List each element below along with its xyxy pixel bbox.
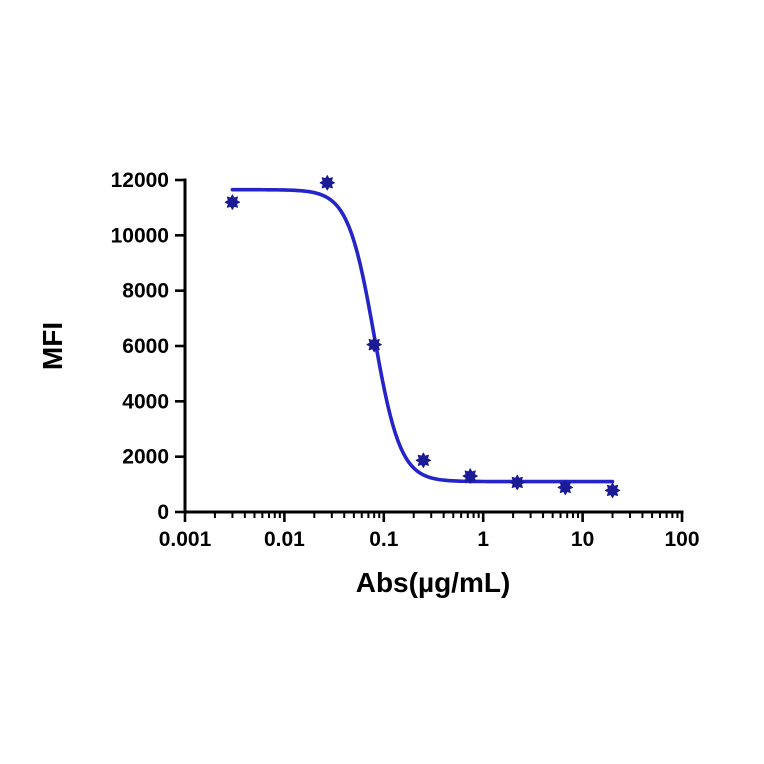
x-tick-label: 10 xyxy=(571,528,594,551)
fit-curve-path xyxy=(230,187,615,484)
y-tick-label: 8000 xyxy=(122,280,169,303)
data-point-marker xyxy=(224,194,241,210)
data-point-marker xyxy=(557,479,574,496)
x-tick-label: 100 xyxy=(664,528,699,551)
y-tick-label: 4000 xyxy=(122,390,169,413)
y-tick-label: 0 xyxy=(157,501,169,524)
axes: 0.001 0.01 0.1 1 10 100 0 2000 4000 6000 8000 10000… xyxy=(111,169,700,551)
x-tick-label: 0.1 xyxy=(369,528,399,551)
x-tick-label: 0.01 xyxy=(264,528,305,551)
data-point-marker xyxy=(604,482,621,499)
axis-spines xyxy=(183,178,684,514)
fit-curve xyxy=(230,187,615,484)
data-point-marker xyxy=(366,336,382,353)
y-tick-label: 12000 xyxy=(111,169,169,192)
data-points xyxy=(224,175,621,499)
y-tick-label: 10000 xyxy=(111,224,169,247)
x-axis-title: Abs(µg/mL) xyxy=(356,567,511,598)
y-axis-title: MFI xyxy=(37,322,68,370)
x-tick-label: 0.001 xyxy=(159,528,212,551)
data-point-marker xyxy=(509,474,525,491)
x-tick-label: 1 xyxy=(477,528,489,551)
data-point-marker xyxy=(319,175,335,191)
data-point-marker xyxy=(462,468,478,484)
y-tick-label: 2000 xyxy=(122,446,169,469)
y-tick-label: 6000 xyxy=(122,335,169,358)
data-point-marker xyxy=(415,452,432,468)
